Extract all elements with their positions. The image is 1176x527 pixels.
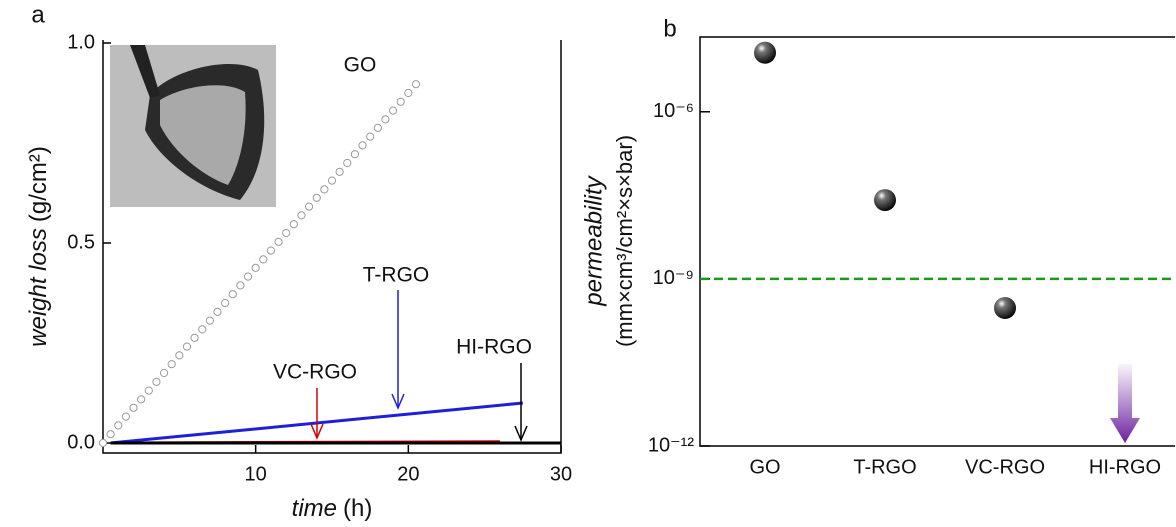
data-point: [167, 360, 176, 369]
data-point: [373, 123, 382, 132]
axis-label-name: weight loss: [25, 228, 52, 347]
data-point: [228, 290, 237, 299]
arrow-head: [514, 425, 528, 442]
panel-label: a: [31, 1, 45, 28]
data-point: [182, 342, 192, 351]
data-point: [106, 430, 115, 439]
axis-label-unit: (h): [343, 495, 372, 522]
x-tick-label: GO: [749, 456, 780, 478]
data-point: [754, 41, 776, 64]
data-point: [159, 368, 169, 378]
data-point: [243, 272, 253, 281]
y-tick-label: 0.5: [67, 231, 95, 253]
data-point: [396, 97, 405, 106]
data-point: [114, 421, 123, 430]
data-point: [236, 281, 245, 290]
data-point: [251, 263, 260, 272]
y-tick-label: 10⁻⁹: [653, 267, 694, 289]
inset-photo: [110, 45, 276, 207]
data-point: [404, 88, 413, 98]
arrow-head: [310, 423, 324, 440]
data-point: [327, 176, 337, 185]
y-tick-label: 10⁻⁶: [653, 100, 694, 122]
data-point: [259, 255, 268, 264]
data-point: [320, 185, 329, 194]
x-tick-label: VC-RGO: [965, 456, 1045, 478]
axis-frame: [699, 36, 1175, 447]
data-point: [190, 333, 199, 342]
data-point: [289, 220, 298, 229]
arrow-head: [391, 393, 405, 410]
data-point: [282, 228, 291, 238]
data-point: [198, 325, 207, 334]
series-label: HI-RGO: [456, 336, 532, 359]
axis-label: time (h): [292, 495, 373, 522]
panel-label: b: [663, 15, 676, 42]
y-tick-label: 10⁻¹²: [648, 434, 694, 456]
y-tick-label: 0.0: [67, 431, 95, 453]
data-point: [388, 106, 398, 115]
data-point: [874, 189, 896, 212]
axis-label: weight loss (g/cm²): [25, 146, 52, 347]
data-point: [411, 80, 421, 89]
data-point: [312, 193, 321, 202]
series-label: T-RGO: [363, 264, 430, 287]
data-point: [358, 141, 367, 150]
x-tick-label: T-RGO: [853, 456, 916, 478]
series-label: VC-RGO: [273, 361, 357, 384]
data-point: [144, 386, 153, 395]
data-point: [994, 297, 1016, 320]
below-range-arrow: [1110, 364, 1140, 443]
axis-label: (mm×cm³/cm²×s×bar): [612, 135, 637, 347]
data-point: [335, 167, 344, 176]
data-point: [274, 237, 283, 246]
axis-label: permeability: [580, 174, 607, 306]
x-tick-label: 10: [245, 463, 267, 485]
data-point: [343, 158, 352, 168]
data-point: [297, 211, 306, 220]
data-point: [350, 150, 359, 159]
data-point: [381, 115, 390, 124]
data-point: [129, 403, 138, 412]
data-point: [137, 395, 146, 404]
series-label: GO: [344, 54, 377, 77]
x-tick-label: HI-RGO: [1089, 456, 1161, 478]
axis-label-name: time: [292, 495, 337, 522]
data-point: [152, 377, 161, 386]
data-point: [221, 298, 230, 308]
data-point: [213, 307, 222, 316]
data-point: [175, 351, 184, 360]
data-point: [98, 438, 108, 448]
data-point: [305, 202, 314, 211]
x-tick-label: 20: [397, 463, 419, 485]
axis-frame: [102, 40, 562, 454]
panel-b: [699, 36, 1175, 447]
axis-label-unit: (g/cm²): [25, 146, 52, 222]
data-point: [121, 412, 131, 421]
x-tick-label: 30: [550, 463, 572, 485]
data-point: [266, 246, 276, 255]
data-point: [366, 132, 375, 141]
y-tick-label: 1.0: [67, 31, 95, 53]
data-point: [205, 316, 214, 325]
